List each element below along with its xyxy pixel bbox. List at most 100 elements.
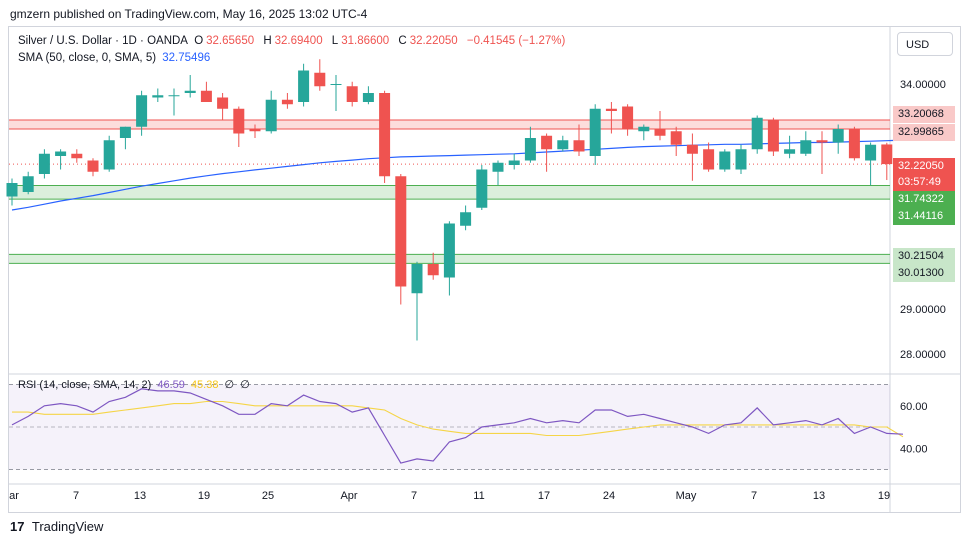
candle-body [265,99,277,132]
candle-body [217,97,229,109]
symbol-name: Silver / U.S. Dollar · 1D · OANDA [18,35,188,47]
candle-body [119,126,131,138]
time-tick-label: 19 [878,490,890,502]
sma-value: 32.75496 [162,52,211,64]
candle-body [443,223,455,278]
candle-body [654,129,666,136]
tradingview-logo-icon: 17 [10,519,25,534]
candle-body [379,93,391,177]
candle-body [476,169,488,208]
rsi-label: RSI (14, close, SMA, 14, 2) [18,379,152,391]
close-value: 32.22050 [409,35,458,47]
rsi-tick-label: 60.00 [900,401,928,413]
candle-body [751,117,763,150]
candle-body [22,176,34,192]
tradingview-footer[interactable]: 17 TradingView [10,519,103,534]
candle-body [152,95,164,98]
rsi-line [11,388,904,464]
candle-body [55,151,67,156]
candle-body [703,149,715,170]
candle-body [881,144,893,165]
candle-body [622,106,634,129]
zone-1 [9,119,890,130]
publisher-caption: gmzern published on TradingView.com, May… [10,7,368,21]
candle-body [168,95,180,97]
low-value: 31.86600 [341,35,390,47]
time-tick-label: 7 [751,490,757,502]
candle-body [136,95,148,127]
open-label: O [194,35,204,47]
time-tick-label: 7 [411,490,417,502]
zone3-bottom-tag: 30.01300 [893,265,955,282]
zone2-bottom-tag: 31.44116 [893,208,955,225]
time-tick-label: 11 [473,490,484,502]
candle-body [735,149,747,170]
rsi-value: 46.59 [157,379,185,391]
zone3-top-tag: 30.21504 [893,248,955,265]
candle-body [6,183,18,197]
candle-body [427,264,439,276]
candle-body [865,144,877,161]
candle-body [298,70,310,102]
candle-body [492,162,504,172]
candle-body [573,140,585,152]
rsi-band [9,384,890,470]
candle-body [605,108,617,111]
zone1-top-tag: 33.20068 [893,106,955,123]
last-price-tag: 32.22050 [893,158,955,175]
candle-body [832,129,844,143]
price-tick-label: 28.00000 [900,349,946,361]
low-label: L [331,35,339,47]
candle-body [71,153,83,159]
candle-body [557,140,569,150]
change-value: −0.41545 (−1.27%) [466,35,566,47]
tradingview-brand: TradingView [31,519,104,534]
sma-legend: SMA (50, close, 0, SMA, 5) 32.75496 [18,52,213,64]
countdown-tag: 03:57:49 [893,174,955,191]
rsi-ma-value: 45.38 [190,379,219,391]
candle-body [589,108,601,156]
time-tick-label: 25 [262,490,274,502]
candle-body [87,160,99,172]
time-tick-label: 7 [73,490,79,502]
high-label: H [263,35,272,47]
candle-body [411,264,423,294]
rsi-tick-label: 40.00 [900,443,928,455]
time-tick-label: 13 [813,490,825,502]
high-value: 32.69400 [274,35,323,47]
rsi-legend: RSI (14, close, SMA, 14, 2) 46.59 45.38 … [18,378,253,391]
symbol-legend: Silver / U.S. Dollar · 1D · OANDA O 32.65… [18,35,568,47]
currency-button[interactable]: USD [897,32,953,56]
open-value: 32.65650 [206,35,255,47]
sma-label: SMA (50, close, 0, SMA, 5) [18,52,157,64]
time-tick-label: 19 [198,490,210,502]
candle-body [38,153,50,174]
rsi-ma-line [12,400,904,438]
candle-body [281,99,293,105]
time-tick-label: 17 [538,490,550,502]
candle-body [719,151,731,170]
candle-body [103,140,115,170]
candle-body [233,108,245,134]
candle-body [686,144,698,154]
candle-body [200,90,212,102]
candle-body [784,149,796,154]
candle-body [816,140,828,143]
candle-body [184,90,196,93]
chart-frame [8,26,961,513]
price-tick-label: 29.00000 [900,304,946,316]
candle-body [767,120,779,152]
candle-body [346,86,358,102]
rsi-extra-2: ∅ [240,379,250,391]
candle-body [670,131,682,145]
candle-body [638,126,650,132]
price-tick-label: 34.00000 [900,79,946,91]
time-tick-label: May [676,490,697,502]
time-tick-label: Apr [340,490,357,502]
candle-body [249,129,261,132]
candle-body [330,84,342,85]
candle-body [541,135,553,150]
candle-body [800,140,812,154]
zone1-bottom-tag: 32.99865 [893,124,955,141]
